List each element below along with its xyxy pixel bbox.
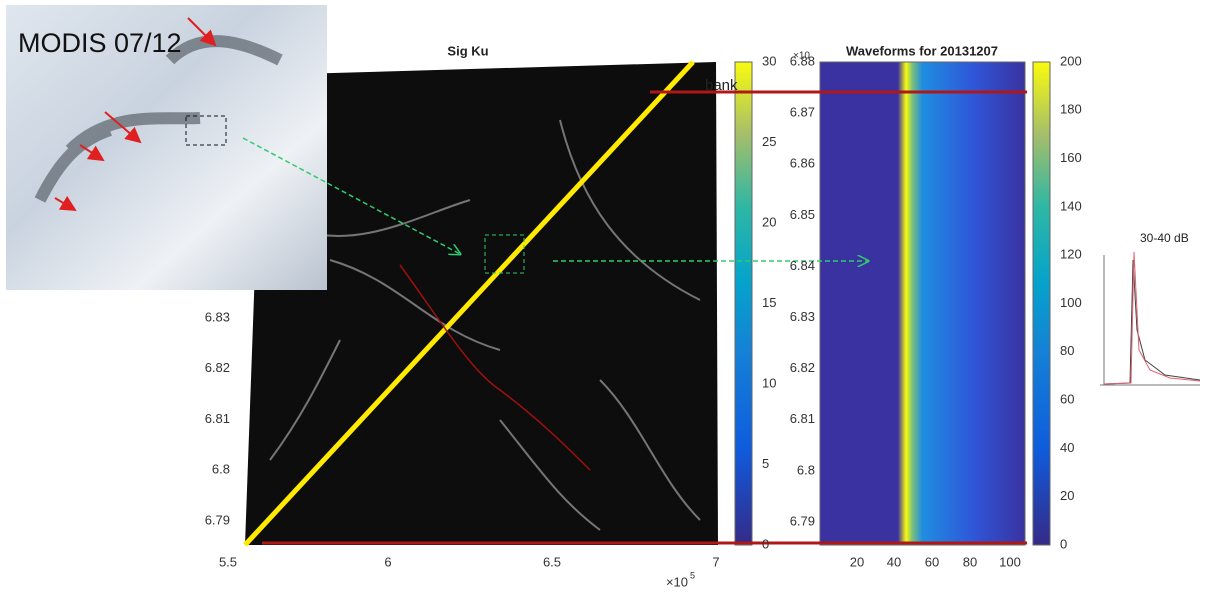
tick-label: 120 <box>1060 247 1082 262</box>
x-exponent: 5 <box>690 570 695 580</box>
tick-label: 6.84 <box>790 258 815 273</box>
figure-canvas: Sig Ku ×10 5 Waveforms for 20131207 ×10 … <box>0 0 1209 596</box>
tick-label: 6.87 <box>790 105 815 120</box>
tick-label: 60 <box>925 554 939 569</box>
tick-label: 6.83 <box>205 309 230 324</box>
tick-label: 160 <box>1060 150 1082 165</box>
tick-label: 100 <box>1060 295 1082 310</box>
tick-label: 0 <box>1060 536 1067 551</box>
figure: Sig Ku ×10 5 Waveforms for 20131207 ×10 … <box>0 0 1209 596</box>
tick-label: 6.79 <box>205 512 230 527</box>
modis-label: MODIS 07/12 <box>18 28 182 58</box>
tick-label: 100 <box>999 554 1021 569</box>
tick-label: 15 <box>762 295 776 310</box>
tick-label: 0 <box>762 536 769 551</box>
tick-label: 40 <box>1060 440 1074 455</box>
tick-label: 60 <box>1060 392 1074 407</box>
tick-label: 180 <box>1060 102 1082 117</box>
waveform-title: Waveforms for 20131207 <box>846 43 998 58</box>
tick-label: 6.83 <box>790 309 815 324</box>
tick-label: 7 <box>712 554 719 569</box>
tick-label: 6.85 <box>790 207 815 222</box>
tick-label: 20 <box>762 214 776 229</box>
tick-label: 40 <box>887 554 901 569</box>
tick-label: 6.8 <box>212 462 230 477</box>
tick-label: 6.81 <box>790 411 815 426</box>
tick-label: 20 <box>850 554 864 569</box>
tick-label: 140 <box>1060 198 1082 213</box>
tick-label: 6.86 <box>790 156 815 171</box>
colorbar <box>1033 62 1050 545</box>
tick-label: 6.82 <box>205 360 230 375</box>
tick-label: 200 <box>1060 53 1082 68</box>
inset-plot <box>1092 250 1202 395</box>
tick-label: 30 <box>762 53 776 68</box>
tick-label: 6.79 <box>790 513 815 528</box>
tick-label: 6.8 <box>797 462 815 477</box>
tick-label: 6.5 <box>543 554 561 569</box>
tick-label: 80 <box>963 554 977 569</box>
waveform-image <box>820 62 1025 545</box>
tick-label: 6.88 <box>790 53 815 68</box>
tick-label: 20 <box>1060 488 1074 503</box>
tick-label: 6.82 <box>790 360 815 375</box>
bank-label: bank <box>705 77 738 94</box>
colorbar <box>735 62 752 545</box>
tick-label: 6 <box>384 554 391 569</box>
tick-label: 6.81 <box>205 411 230 426</box>
tick-label: 5 <box>762 456 769 471</box>
sar-title: Sig Ku <box>447 43 488 58</box>
tick-label: 5.5 <box>219 554 237 569</box>
x-multiplier: ×10 <box>666 574 688 589</box>
tick-label: 10 <box>762 375 776 390</box>
tick-label: 25 <box>762 134 776 149</box>
inset-label: 30-40 dB <box>1140 231 1189 245</box>
tick-label: 80 <box>1060 343 1074 358</box>
